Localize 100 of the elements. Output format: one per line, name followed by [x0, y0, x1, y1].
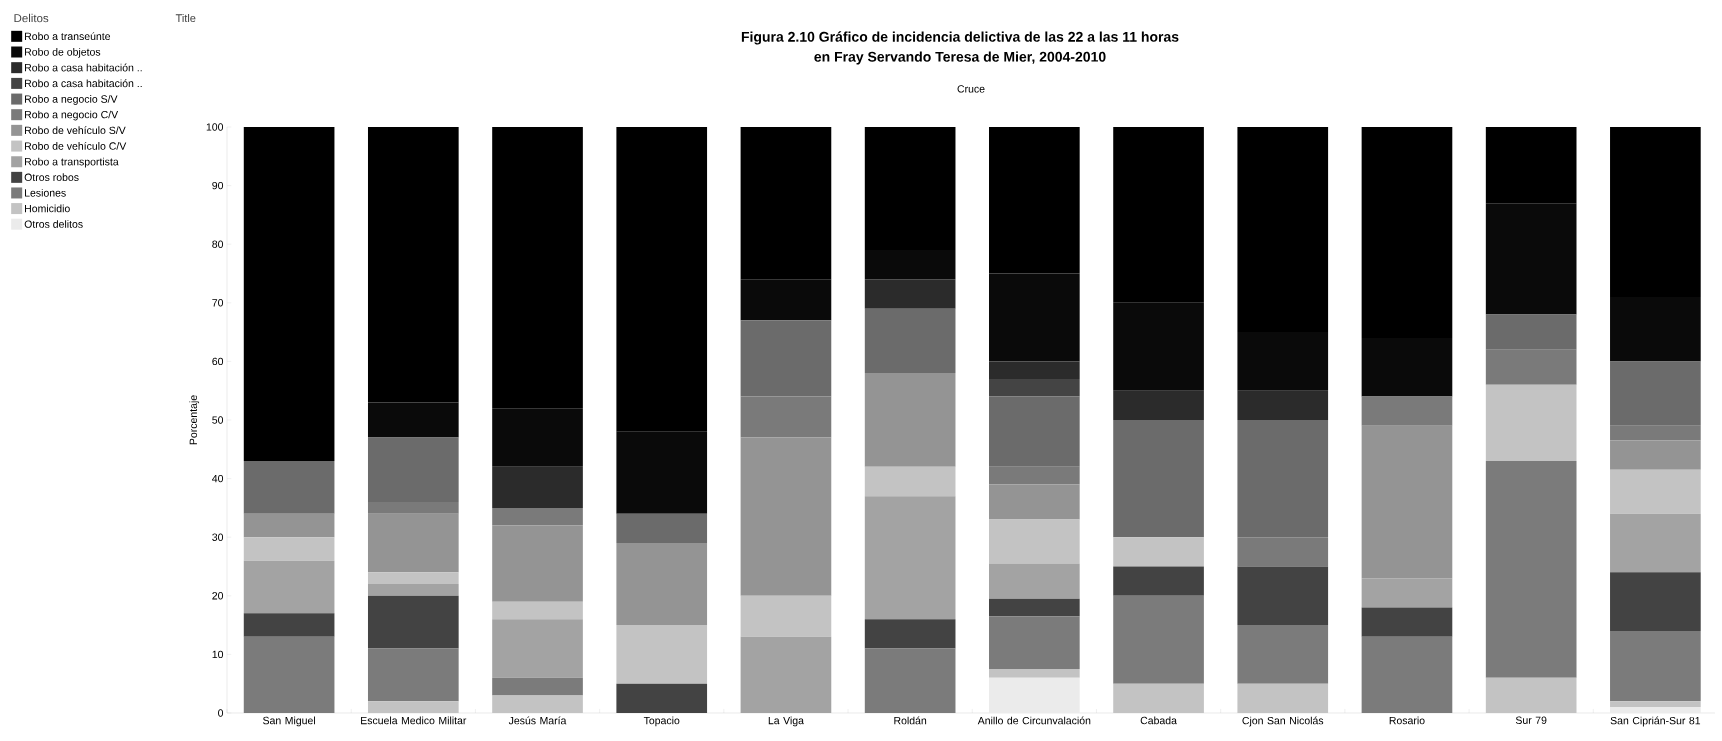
y-tick-label: 60	[212, 357, 224, 366]
legend-label: Lesiones	[25, 188, 66, 197]
bar	[1485, 384, 1577, 462]
bar	[243, 461, 335, 514]
bar	[864, 373, 956, 467]
legend-label: Robo de vehículo C/V	[25, 141, 127, 150]
bar	[1361, 636, 1453, 713]
bar	[367, 584, 459, 596]
legend-label: Robo a casa habitación ..	[25, 79, 142, 88]
bar	[243, 636, 335, 713]
bar	[616, 625, 708, 684]
x-tick-label: Cabada	[1140, 716, 1177, 725]
bar	[1113, 566, 1204, 596]
legend-label: Homicidio	[25, 204, 70, 213]
bar	[989, 563, 1080, 599]
x-tick-label: Sur 79	[1515, 716, 1547, 724]
bar	[1237, 390, 1329, 420]
bar	[492, 677, 583, 696]
y-tick-label: 30	[212, 533, 224, 541]
bar	[1237, 566, 1329, 626]
bar	[864, 648, 956, 713]
x-tick-label: Rosario	[1389, 716, 1425, 725]
y-tick-label: 100	[206, 123, 224, 131]
bar	[1113, 537, 1204, 567]
bar	[1237, 537, 1329, 567]
bar	[989, 616, 1080, 670]
bar	[989, 466, 1080, 485]
bar	[616, 513, 708, 544]
bar	[740, 595, 832, 637]
bar	[740, 636, 832, 713]
bar	[1361, 425, 1453, 579]
bar	[1610, 425, 1701, 441]
bar	[492, 466, 583, 508]
bar	[1237, 625, 1329, 684]
legend-label: Otros delitos	[24, 220, 83, 228]
bar	[989, 396, 1080, 467]
x-tick-label: Jesús María	[508, 716, 567, 725]
bar	[243, 613, 335, 637]
x-tick-label: Escuela Medico Militar	[361, 716, 467, 725]
bar	[864, 308, 956, 374]
bar	[367, 502, 459, 514]
bar	[1610, 513, 1701, 573]
bar	[989, 669, 1080, 678]
bar	[740, 320, 832, 397]
x-tick-label: Anillo de Circunvalación	[977, 716, 1091, 725]
legend-label: Robo de vehículo S/V	[25, 126, 126, 135]
bar	[1610, 630, 1701, 702]
bar	[989, 519, 1080, 564]
bar	[1485, 461, 1577, 678]
bar	[492, 525, 583, 602]
bar	[1485, 314, 1577, 350]
x-tick-label: San Ciprián-Sur 81	[1610, 716, 1701, 727]
bar	[740, 437, 832, 596]
bar	[989, 361, 1080, 379]
legend-label: Robo a casa habitación ..	[25, 63, 142, 72]
bar	[989, 378, 1080, 397]
y-tick-label: 0	[218, 709, 224, 717]
bar	[864, 466, 956, 497]
y-tick-label: 90	[212, 181, 224, 190]
bar	[1361, 396, 1453, 426]
legend-label: Otros robos	[24, 173, 79, 182]
chart-title: Figura 2.10 Gráfico de incidencia delictiva de las 22 a las 11 horas	[741, 31, 1179, 45]
bar	[1610, 701, 1701, 708]
bar	[740, 396, 832, 438]
bar	[1113, 595, 1204, 684]
y-tick-label: 70	[212, 299, 224, 307]
bar	[367, 437, 459, 503]
bar	[1610, 469, 1701, 514]
legend-label: Robo a negocio S/V	[25, 95, 118, 105]
bar	[616, 683, 708, 713]
bar	[864, 279, 956, 309]
bar	[616, 543, 708, 626]
y-tick-label: 20	[212, 592, 224, 600]
legend-label: Robo a transportista	[25, 157, 119, 168]
bar	[367, 648, 459, 702]
x-tick-label: Roldán	[894, 716, 927, 725]
bar	[864, 496, 956, 620]
bar	[1485, 349, 1577, 385]
bar	[989, 677, 1080, 713]
bar	[243, 126, 335, 462]
x-tick-label: Topacio	[643, 716, 680, 727]
bar	[864, 619, 956, 649]
y-tick-label: 50	[212, 416, 224, 424]
bar	[1237, 419, 1329, 538]
bar	[1610, 572, 1701, 631]
legend-label: Robo a negocio C/V	[25, 110, 119, 121]
bar	[367, 513, 459, 573]
x-axis-title: Cruce	[957, 85, 985, 93]
bar	[492, 507, 583, 526]
x-tick-label: Cjon San Nicolás	[1242, 716, 1324, 727]
bar	[243, 537, 335, 561]
bar	[1113, 419, 1204, 538]
bar	[1610, 707, 1701, 713]
x-tick-label: San Miguel	[263, 716, 315, 727]
y-tick-label: 10	[212, 650, 224, 659]
bar	[989, 598, 1080, 617]
bar	[1361, 607, 1453, 637]
bar	[492, 619, 583, 678]
y-axis-title: Porcentaje	[189, 395, 200, 445]
chart-subtitle: en Fray Servando Teresa de Mier, 2004-2010	[814, 51, 1106, 65]
